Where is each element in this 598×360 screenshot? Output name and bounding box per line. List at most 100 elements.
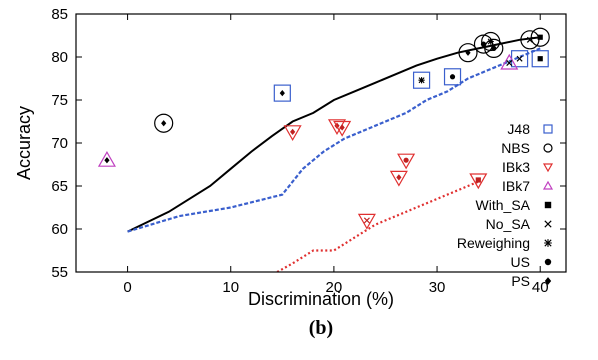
points-layer bbox=[97, 27, 550, 230]
curves-layer bbox=[127, 36, 541, 272]
ibk3-marker bbox=[542, 163, 554, 173]
plot-frame bbox=[75, 13, 567, 273]
y-tick-label: 60 bbox=[51, 221, 68, 238]
ibk7-marker bbox=[542, 180, 554, 190]
data-point bbox=[397, 153, 416, 170]
legend-item: PS bbox=[511, 273, 552, 289]
data-point bbox=[389, 170, 408, 187]
panel-label: (b) bbox=[309, 317, 333, 339]
x-tick-label: 40 bbox=[532, 279, 549, 296]
x-tick-label: 30 bbox=[429, 279, 446, 296]
legend-label: NBS bbox=[501, 140, 530, 156]
curve-dotted bbox=[276, 180, 479, 272]
x-axis-label: Discrimination (%) bbox=[248, 289, 394, 309]
data-point bbox=[412, 71, 431, 89]
legend-item: No_SA bbox=[486, 216, 552, 232]
us-marker bbox=[403, 157, 409, 163]
x-tick-label: 10 bbox=[222, 279, 239, 296]
nbs-marker bbox=[473, 34, 494, 54]
legend-item: IBk7 bbox=[502, 178, 554, 194]
j48-marker bbox=[273, 84, 291, 102]
curve-dashed bbox=[127, 47, 541, 233]
ps-marker bbox=[290, 128, 296, 135]
ps-marker bbox=[339, 124, 345, 131]
legend-label: IBk7 bbox=[502, 178, 530, 194]
legend-item: NBS bbox=[501, 140, 553, 156]
ibk3-marker bbox=[283, 125, 302, 142]
ibk3-marker bbox=[333, 120, 352, 137]
data-point bbox=[443, 68, 462, 86]
ibk3-marker bbox=[389, 170, 408, 187]
with-sa-marker bbox=[537, 56, 543, 62]
j48-marker bbox=[443, 68, 462, 86]
with-sa-marker bbox=[544, 201, 552, 209]
us-marker bbox=[491, 45, 497, 52]
no-sa-marker bbox=[363, 217, 370, 224]
reweighing-marker bbox=[418, 77, 425, 84]
nbs-marker bbox=[543, 143, 553, 153]
legend: J48 NBS IBk3 IBk7 With_SA No_SA Reweighing US PS bbox=[457, 121, 554, 289]
j48-marker bbox=[543, 124, 553, 134]
legend-item: US bbox=[511, 254, 552, 270]
us-marker bbox=[449, 74, 456, 80]
no-sa-marker bbox=[506, 59, 513, 67]
legend-label: IBk3 bbox=[502, 159, 530, 175]
legend-label: Reweighing bbox=[457, 235, 530, 251]
y-axis-label: Accuracy bbox=[14, 106, 34, 180]
data-point bbox=[484, 38, 504, 59]
legend-item: Reweighing bbox=[457, 235, 552, 251]
data-point bbox=[458, 43, 478, 63]
nbs-marker bbox=[484, 38, 504, 59]
data-point bbox=[357, 213, 376, 230]
ps-marker bbox=[465, 49, 471, 56]
legend-item: IBk3 bbox=[502, 159, 554, 175]
reweighing-marker bbox=[544, 239, 552, 247]
legend-label: US bbox=[511, 254, 530, 270]
y-tick-label: 55 bbox=[51, 264, 68, 281]
with-sa-marker bbox=[475, 177, 481, 183]
curve-solid bbox=[127, 36, 541, 233]
data-point bbox=[283, 125, 302, 142]
j48-marker bbox=[531, 50, 549, 68]
ps-marker bbox=[104, 157, 110, 164]
ibk7-marker bbox=[97, 150, 116, 167]
ps-marker bbox=[279, 90, 285, 97]
ps-marker bbox=[544, 277, 552, 285]
reweighing-marker bbox=[487, 38, 494, 45]
data-point bbox=[97, 150, 116, 167]
y-tick-label: 85 bbox=[51, 6, 68, 23]
nbs-marker bbox=[154, 113, 174, 133]
x-tick-label: 0 bbox=[123, 279, 131, 296]
y-tick-label: 80 bbox=[51, 49, 68, 66]
no-sa-marker bbox=[544, 220, 552, 228]
data-point bbox=[530, 27, 550, 47]
legend-item: With_SA bbox=[476, 197, 552, 213]
data-point bbox=[273, 84, 291, 102]
ibk3-marker bbox=[357, 213, 376, 230]
y-tick-label: 70 bbox=[51, 135, 68, 152]
data-point bbox=[333, 120, 352, 137]
data-point bbox=[531, 50, 549, 68]
data-point bbox=[500, 53, 519, 70]
j48-marker bbox=[412, 71, 431, 89]
data-point bbox=[469, 173, 488, 190]
legend-label: No_SA bbox=[486, 216, 531, 232]
legend-item: J48 bbox=[507, 121, 553, 137]
nbs-marker bbox=[530, 27, 550, 47]
ps-marker bbox=[396, 174, 402, 181]
y-tick-label: 65 bbox=[51, 178, 68, 195]
no-sa-marker bbox=[516, 55, 523, 62]
data-point bbox=[154, 113, 174, 133]
ps-marker bbox=[161, 120, 167, 127]
legend-label: PS bbox=[511, 273, 530, 289]
ticks-layer: 0 10 20 30 40 55 60 65 70 75 80 85 bbox=[51, 6, 566, 296]
x-tick-label: 20 bbox=[326, 279, 343, 296]
us-marker bbox=[544, 258, 552, 266]
with-sa-marker bbox=[537, 34, 543, 40]
ibk7-marker bbox=[500, 53, 519, 70]
ibk3-marker bbox=[397, 153, 416, 170]
nbs-marker bbox=[458, 43, 478, 63]
ibk3-marker bbox=[469, 173, 488, 190]
legend-label: With_SA bbox=[476, 197, 531, 213]
